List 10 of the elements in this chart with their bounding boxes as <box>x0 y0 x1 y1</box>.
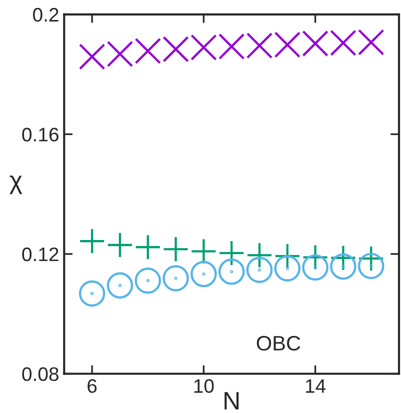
x-tick-label: 14 <box>306 379 326 393</box>
annotation: OBC <box>256 336 300 351</box>
y-tick-label: 0.16 <box>22 128 58 142</box>
y-tick-label: 0.12 <box>22 247 58 262</box>
y-axis-title: χ <box>10 175 22 194</box>
x-tick-label: 6 <box>88 379 97 393</box>
y-tick-label: 0.08 <box>22 367 58 381</box>
y-tick-label: 0.2 <box>33 8 58 22</box>
x-tick-label: 10 <box>194 379 214 393</box>
x-axis-title: N <box>224 392 239 410</box>
